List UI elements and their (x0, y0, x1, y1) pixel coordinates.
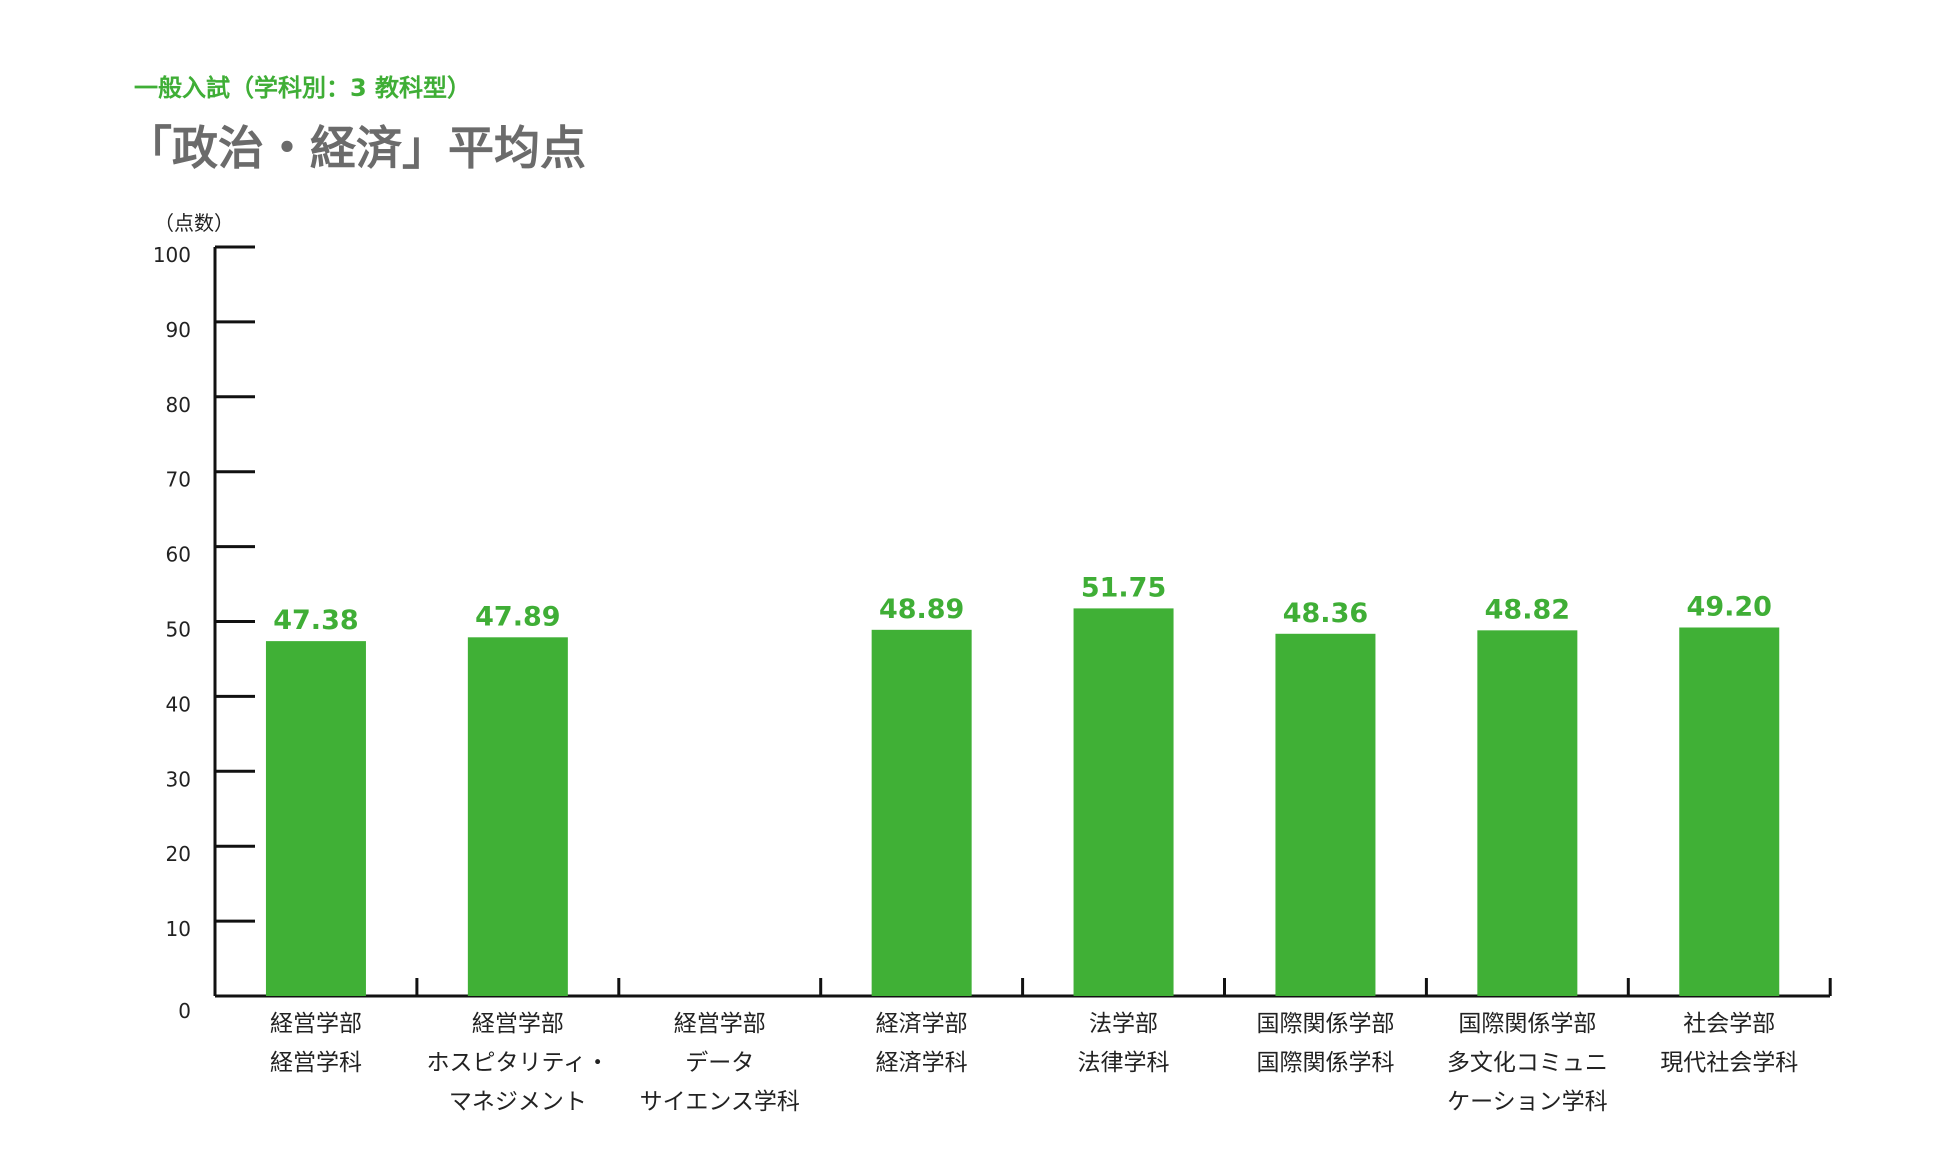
bar (871, 629, 972, 996)
y-tick-label: 100 (153, 243, 191, 267)
x-tick-label: 経営学部ホスピタリティ・マネジメント (427, 1011, 610, 1115)
x-tick-label-line: 国際関係学科 (1256, 1050, 1394, 1076)
x-tick-label: 国際関係学部国際関係学科 (1256, 1011, 1394, 1076)
y-tick-label: 80 (166, 393, 191, 417)
x-tick-label-line: 国際関係学部 (1256, 1011, 1394, 1037)
y-tick-label: 40 (166, 692, 191, 716)
x-tick-label: 経営学部経営学科 (270, 1011, 362, 1076)
y-tick-label: 0 (178, 999, 191, 1023)
x-tick-label-line: 経営学部 (472, 1011, 564, 1037)
bar-value-label: 47.89 (475, 601, 560, 632)
x-tick-label-line: 経済学科 (876, 1050, 968, 1076)
bar-value-label: 48.89 (879, 594, 964, 625)
chart-title: 「政治・経済」平均点 (126, 121, 586, 175)
bar (1679, 627, 1780, 996)
y-tick-label: 10 (166, 917, 191, 941)
y-tick-label: 70 (166, 468, 191, 492)
bars (265, 608, 1780, 996)
x-tick-label-line: 多文化コミュニ (1447, 1050, 1608, 1076)
value-labels: 47.38 47.89 48.89 51.75 48.36 48.82 49.20 (273, 572, 1772, 636)
bar-value-label: 51.75 (1081, 572, 1166, 603)
x-tick-label-line: データ (685, 1050, 754, 1076)
y-tick-label: 20 (166, 842, 191, 866)
y-axis-label: （点数） (154, 211, 234, 235)
x-tick-label-line: 経営学部 (674, 1011, 766, 1037)
x-tick-label-line: ホスピタリティ・ (427, 1050, 610, 1076)
y-axis: 0 10 20 30 40 50 60 70 80 90 100 （点数） (153, 211, 255, 1023)
bar-value-label: 48.36 (1283, 598, 1368, 629)
bar (1275, 633, 1376, 996)
x-tick-label-line: 社会学部 (1683, 1011, 1775, 1037)
x-tick-label-line: サイエンス学科 (640, 1089, 800, 1115)
x-tick-label-line: 国際関係学部 (1458, 1011, 1596, 1037)
x-tick-label-line: 法学部 (1089, 1011, 1158, 1037)
bar-value-label: 48.82 (1485, 594, 1570, 625)
x-tick-label-line: 経営学科 (270, 1050, 362, 1076)
bar (265, 641, 366, 996)
y-tick-label: 90 (166, 318, 191, 342)
chart-subtitle: 一般入試（学科別：3 教科型） (134, 74, 472, 102)
x-tick-label-line: ケーション学科 (1447, 1089, 1608, 1115)
x-tick-label-line: 現代社会学科 (1660, 1050, 1798, 1076)
bar-value-label: 47.38 (273, 605, 358, 636)
category-labels: 経営学部経営学科経営学部ホスピタリティ・マネジメント経営学部データサイエンス学科… (270, 1011, 1798, 1115)
x-tick-label: 法学部法律学科 (1078, 1011, 1170, 1076)
bar (467, 637, 568, 996)
y-tick-label: 30 (166, 767, 191, 791)
x-tick-label: 経営学部データサイエンス学科 (640, 1011, 800, 1115)
x-axis (215, 978, 1832, 998)
bar-value-label: 49.20 (1687, 591, 1772, 622)
y-tick-label: 50 (166, 618, 191, 642)
x-tick-label-line: マネジメント (449, 1089, 587, 1115)
bar (1477, 630, 1578, 996)
x-tick-label-line: 経済学部 (876, 1011, 968, 1037)
x-tick-label: 経済学部経済学科 (876, 1011, 968, 1076)
x-tick-label: 社会学部現代社会学科 (1660, 1011, 1798, 1076)
x-tick-label-line: 経営学部 (270, 1011, 362, 1037)
bar (1073, 608, 1174, 996)
x-tick-label: 国際関係学部多文化コミュニケーション学科 (1447, 1011, 1608, 1115)
x-tick-label-line: 法律学科 (1078, 1050, 1170, 1076)
y-tick-label: 60 (166, 543, 191, 567)
